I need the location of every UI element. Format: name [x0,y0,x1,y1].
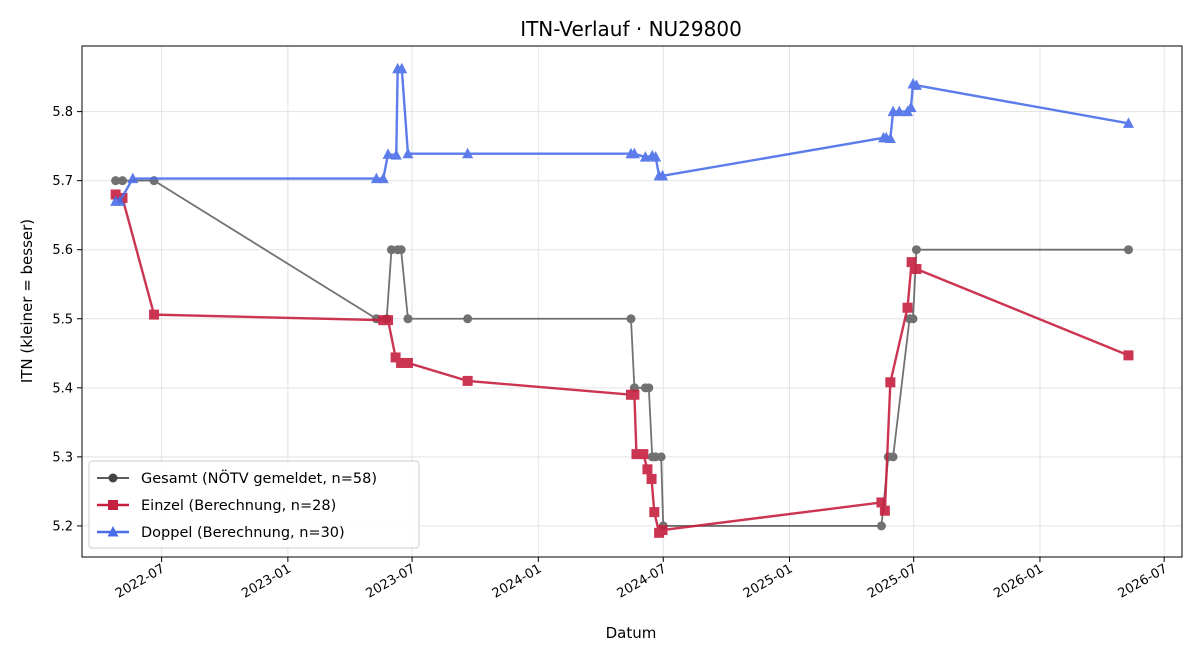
data-point [110,189,121,200]
data-point [382,148,394,159]
data-point [879,505,890,516]
legend-label: Doppel (Berechnung, n=30) [141,525,345,541]
y-axis-label: ITN (kleiner = besser) [18,219,36,383]
legend-entry: Einzel (Berechnung, n=28) [97,498,336,514]
data-point [390,352,401,363]
data-point [396,62,408,74]
data-point [908,314,918,324]
data-point [876,521,886,531]
data-point [403,314,413,324]
data-point [114,195,126,206]
x-axis-label: Datum [606,624,657,642]
data-point [911,245,921,255]
data-point [402,147,414,159]
data-point [111,176,121,186]
data-point [644,383,654,393]
data-point [396,357,407,368]
legend-entry: Gesamt (NÖTV gemeldet, n=58) [97,469,377,487]
data-point [383,315,394,326]
data-point [626,314,636,324]
legend: Gesamt (NÖTV gemeldet, n=58) Einzel (Bere… [88,460,420,549]
y-tick-label: 5.5 [52,312,73,327]
data-point [911,264,922,275]
data-point [893,105,905,117]
data-point [657,169,669,181]
data-point [910,79,922,90]
data-point [650,151,662,162]
data-point [463,314,473,324]
legend-marker [108,473,118,483]
data-point [906,257,917,268]
data-point [1123,350,1134,361]
series-layer [110,62,1134,538]
series-triangle [110,62,1134,206]
data-point [377,172,389,184]
y-tick-label: 5.7 [52,174,73,189]
y-tick-label: 5.8 [52,105,73,120]
data-point [902,302,913,313]
data-point [638,449,649,460]
data-point [876,497,887,508]
data-point [386,245,396,255]
data-point [462,147,474,159]
legend-label: Einzel (Berechnung, n=28) [141,498,336,514]
data-point [656,452,666,462]
data-point [888,452,898,462]
chart-title: ITN-Verlauf · NU29800 [520,17,742,41]
y-tick-label: 5.2 [52,519,73,534]
data-point [649,507,660,518]
legend-label: Gesamt (NÖTV gemeldet, n=58) [141,469,377,487]
data-point [1123,245,1133,255]
data-point [905,101,917,112]
data-point [629,389,640,400]
data-point [117,176,127,186]
y-axis: 5.2 5.3 5.4 5.5 5.6 5.7 5.8 [52,105,82,534]
plot-frame [81,45,1183,558]
y-tick-label: 5.4 [52,381,73,396]
data-point [127,172,139,184]
data-point [657,525,668,536]
data-point [462,375,473,386]
data-point [402,357,413,368]
data-point [149,309,160,320]
legend-box [88,460,420,549]
data-point [390,149,402,160]
y-tick-label: 5.6 [52,243,73,258]
data-point [642,464,653,475]
data-point [885,377,896,388]
data-point [628,147,640,159]
data-point [1122,117,1134,128]
data-point [396,245,406,255]
legend-marker [108,500,118,510]
y-tick-label: 5.3 [52,450,73,465]
legend-marker [107,526,119,537]
data-point [631,449,642,460]
legend-entry: Doppel (Berechnung, n=30) [97,525,345,541]
data-point [646,473,657,484]
data-point [884,132,896,144]
